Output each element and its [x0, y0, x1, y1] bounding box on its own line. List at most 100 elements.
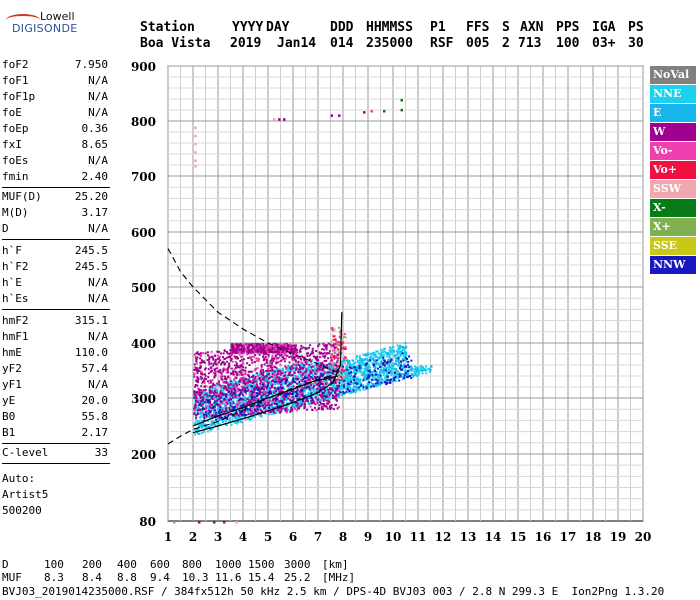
- echo-point-ordinary: [362, 353, 365, 356]
- echo-point-west: [331, 397, 334, 400]
- echo-point-nnw: [350, 380, 353, 383]
- echo-point-west: [335, 399, 338, 402]
- echo-point-west: [303, 357, 306, 360]
- echo-point-ordinary: [216, 407, 219, 410]
- echo-point-ordinary: [367, 367, 370, 370]
- echo-point-west: [240, 377, 243, 380]
- echo-point-nnw: [329, 374, 332, 377]
- param-value: 55.8: [81, 410, 109, 423]
- echo-point-ordinary: [244, 385, 247, 388]
- echo-point-nnw: [346, 382, 349, 385]
- echo-point-west: [323, 385, 326, 388]
- echo-point-west: [251, 350, 254, 353]
- echo-point-west: [281, 351, 284, 354]
- echo-point-ordinary: [375, 385, 378, 388]
- echo-point-west: [209, 370, 212, 373]
- echo-point-west: [302, 387, 305, 390]
- echo-point-west: [283, 353, 286, 356]
- echo-point-west: [247, 378, 250, 381]
- echo-point-west: [215, 414, 218, 417]
- echo-point-ordinary: [397, 358, 400, 361]
- echo-point-west: [274, 351, 277, 354]
- param-key: foF2: [2, 58, 29, 71]
- echo-point-ordinary: [379, 371, 382, 374]
- echo-point-nnw: [246, 407, 249, 410]
- logo-swoosh: [6, 14, 40, 26]
- echo-point-ordinary: [306, 360, 309, 363]
- echo-point-nnw: [209, 394, 212, 397]
- echo-point-nnw: [256, 407, 259, 410]
- param-key: foF1: [2, 74, 29, 87]
- echo-point-nnw: [290, 399, 293, 402]
- echo-point-west: [287, 374, 290, 377]
- echo-point-west: [301, 367, 304, 370]
- echo-point-ordinary: [261, 375, 264, 378]
- echo-point-west: [319, 401, 322, 404]
- echo-point-west: [262, 384, 265, 387]
- echo-point-west: [283, 360, 286, 363]
- echo-point-west: [254, 386, 257, 389]
- echo-point-ordinary: [317, 389, 320, 392]
- echo-point-west: [305, 385, 308, 388]
- echo-point-west: [328, 400, 331, 403]
- echo-point-ordinary: [324, 392, 327, 395]
- echo-point-ordinary: [236, 397, 239, 400]
- echo-point-ordinary: [299, 372, 302, 375]
- header-label: P1: [430, 20, 446, 35]
- param-value: N/A: [88, 154, 108, 167]
- echo-point-west: [218, 357, 221, 360]
- echo-point-west: [230, 391, 233, 394]
- echo-point-west: [272, 359, 275, 362]
- echo-point-ordinary: [340, 385, 343, 388]
- echo-point-ordinary: [286, 383, 289, 386]
- echo-point-west: [229, 349, 232, 352]
- echo-point-ordinary: [297, 375, 300, 378]
- echo-point-nnw: [399, 374, 402, 377]
- echo-point-ordinary: [359, 364, 362, 367]
- echo-point-west: [210, 397, 213, 400]
- echo-point-ordinary: [229, 384, 232, 387]
- echo-point-west: [220, 386, 223, 389]
- echo-point-west: [276, 398, 279, 401]
- echo-point-nnw: [345, 390, 348, 393]
- echo-point-west: [335, 364, 338, 367]
- echo-point-nnw: [251, 385, 254, 388]
- echo-point-nnw: [368, 375, 371, 378]
- echo-point-ordinary: [293, 391, 296, 394]
- echo-point-ordinary: [206, 420, 209, 423]
- echo-point-ordinary: [252, 386, 255, 389]
- echo-point-nnw: [374, 382, 377, 385]
- echo-point-west: [315, 363, 318, 366]
- echo-point-ordinary: [288, 365, 291, 368]
- echo-point-west: [213, 384, 216, 387]
- echo-point-nnw: [232, 392, 235, 395]
- echo-point-west: [280, 390, 283, 393]
- echo-point-ordinary: [405, 354, 408, 357]
- echo-point-ordinary: [376, 350, 379, 353]
- echo-point-west: [231, 352, 234, 355]
- echo-point-west: [283, 408, 286, 411]
- echo-point-ordinary: [388, 358, 391, 361]
- echo-point-ordinary: [307, 393, 310, 396]
- echo-point-west: [228, 362, 231, 365]
- echo-point-ordinary: [309, 389, 312, 392]
- echo-point-west: [265, 402, 268, 405]
- echo-point-ordinary: [401, 357, 404, 360]
- echo-point-nnw: [406, 370, 409, 373]
- echo-point-west: [315, 398, 318, 401]
- echo-point-west: [213, 376, 216, 379]
- echo-point-west: [229, 377, 232, 380]
- echo-point-ordinary: [277, 368, 280, 371]
- echo-point-west: [274, 386, 277, 389]
- echo-point-west: [312, 386, 315, 389]
- echo-point-west: [270, 386, 273, 389]
- echo-point-nnw: [342, 386, 345, 389]
- echo-point-west: [269, 345, 272, 348]
- echo-point-west: [275, 390, 278, 393]
- echo-point-ordinary: [344, 380, 347, 383]
- echo-point-nnw: [324, 396, 327, 399]
- echo-point-ordinary: [222, 407, 225, 410]
- echo-point-west: [259, 371, 262, 374]
- echo-point-ordinary: [276, 380, 279, 383]
- echo-point-west: [231, 344, 234, 347]
